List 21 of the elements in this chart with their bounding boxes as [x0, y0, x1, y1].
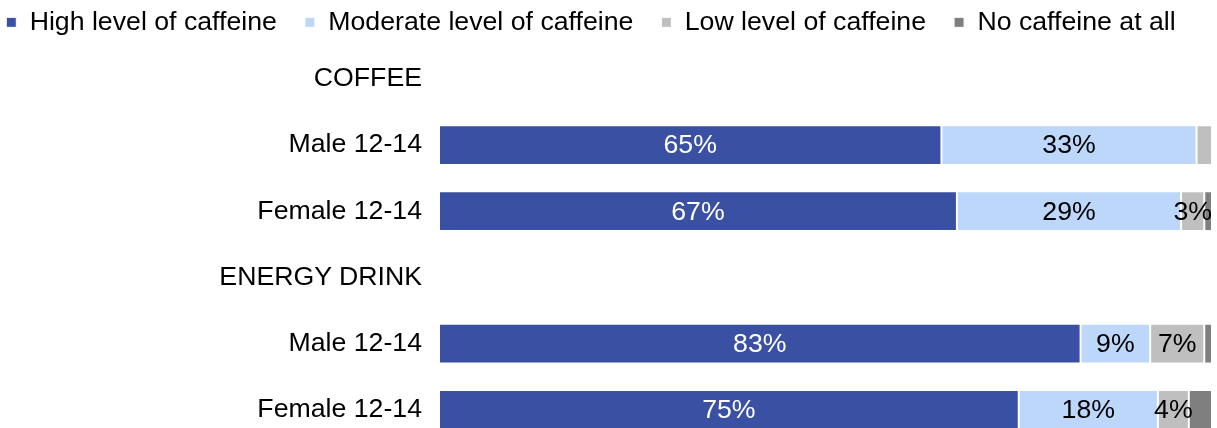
- data-label: 7%: [1157, 328, 1197, 359]
- y-tick-label: Male 12-14: [288, 128, 423, 159]
- legend-label: No caffeine at all: [977, 5, 1176, 36]
- legend-label: Moderate level of caffeine: [328, 5, 634, 36]
- y-tick-label: ENERGY DRINK: [219, 260, 423, 291]
- data-label: 9%: [1096, 328, 1135, 359]
- data-label: 29%: [1042, 195, 1096, 226]
- data-label: 83%: [733, 328, 787, 359]
- y-tick-label: Female 12-14: [257, 194, 423, 225]
- y-tick-label: Female 12-14: [257, 393, 423, 424]
- data-label: 67%: [671, 195, 725, 226]
- data-label: 4%: [1154, 394, 1193, 425]
- legend-label: High level of caffeine: [29, 5, 277, 36]
- legend-label: Low level of caffeine: [684, 5, 927, 36]
- data-label: 33%: [1042, 129, 1096, 160]
- y-tick-label: COFFEE: [313, 62, 422, 93]
- data-label: 3%: [1173, 195, 1212, 226]
- data-label: 18%: [1061, 394, 1116, 425]
- y-tick-label: Male 12-14: [288, 327, 423, 358]
- data-label: 75%: [702, 394, 756, 425]
- data-label: 65%: [663, 129, 717, 160]
